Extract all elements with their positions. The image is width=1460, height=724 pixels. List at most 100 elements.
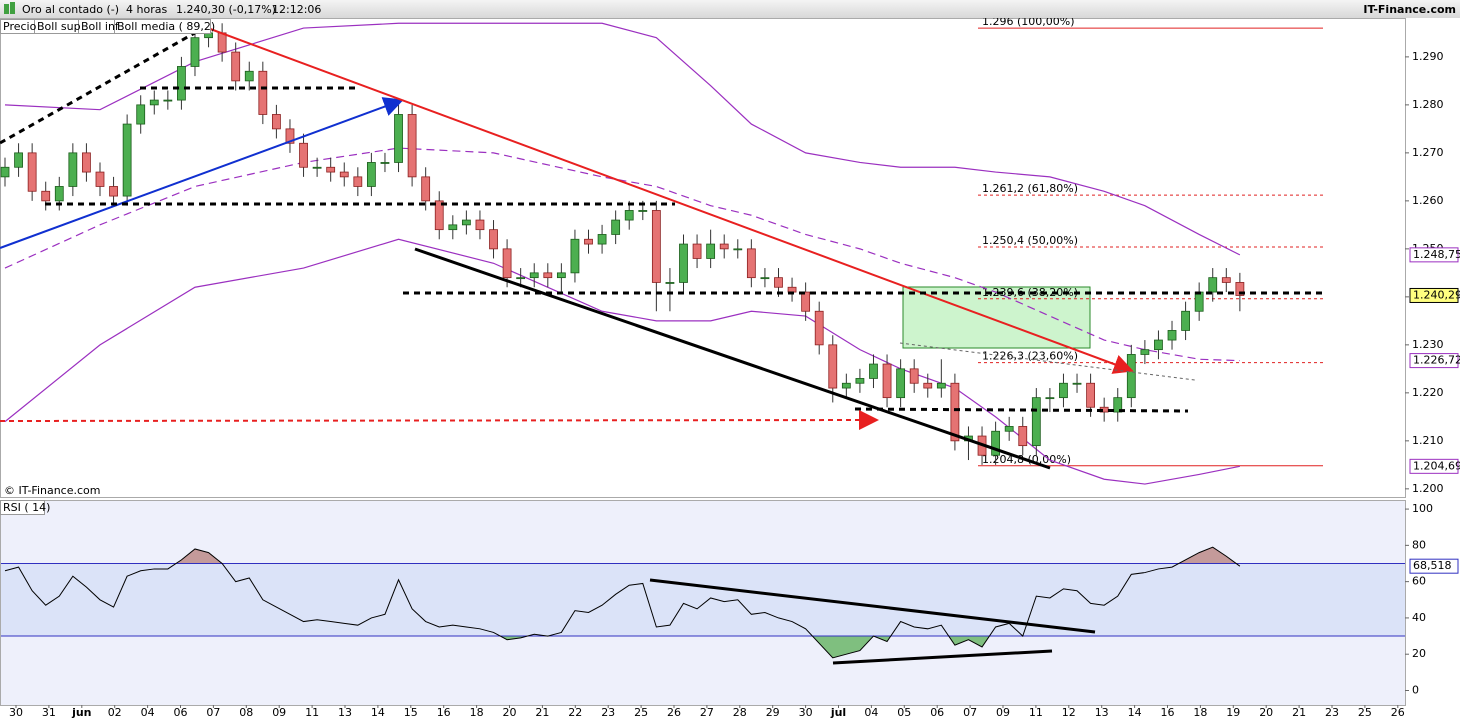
candle-body xyxy=(923,382,933,389)
candle-body xyxy=(231,51,241,82)
candle-body xyxy=(651,210,661,283)
candle-body xyxy=(339,171,349,178)
y-tick-label: 1.210 xyxy=(1412,434,1444,447)
candle-body xyxy=(285,128,295,144)
price-tag-label: 1.248,75 xyxy=(1413,248,1460,261)
candle-body xyxy=(869,363,878,379)
candle-body xyxy=(801,291,811,312)
x-tick-label: 30 xyxy=(799,706,813,719)
candle-body xyxy=(502,248,512,279)
candle-body xyxy=(1208,277,1218,293)
y-tick-label: 1.270 xyxy=(1412,146,1444,159)
y-tick-label: 1.290 xyxy=(1412,50,1444,63)
rsi-trend-line xyxy=(649,578,1096,634)
x-tick-label: 14 xyxy=(371,706,385,719)
candle-body xyxy=(380,162,390,164)
candle-body xyxy=(82,152,91,173)
candle-body xyxy=(1154,339,1163,351)
candle-body xyxy=(719,243,729,250)
rsi-trend-line xyxy=(832,649,1053,665)
candle-body xyxy=(244,70,254,82)
candle-body xyxy=(421,176,431,202)
legend: Precio Boll sup Boll inf Boll media ( 89… xyxy=(0,19,215,515)
trend-line xyxy=(0,28,201,145)
candle-body xyxy=(665,282,675,284)
candle-body xyxy=(475,219,485,231)
x-tick-label: 25 xyxy=(1358,706,1372,719)
price-tag-label: 68,518 xyxy=(1413,559,1452,572)
candle-body xyxy=(448,224,458,231)
candle-body xyxy=(1181,310,1190,331)
candle-body xyxy=(353,176,363,187)
fib-label: 1.296 (100,00%) xyxy=(982,15,1075,28)
x-tick-label: 13 xyxy=(338,706,352,719)
candle-body xyxy=(1194,291,1204,312)
candle-body xyxy=(27,152,37,192)
candle-body xyxy=(529,272,539,279)
price-tag-label: 1.204,69 xyxy=(1413,459,1460,472)
x-tick-label: 30 xyxy=(9,706,23,719)
candle-body xyxy=(434,200,444,231)
candle-body xyxy=(461,219,471,226)
candle-body xyxy=(0,166,10,178)
y-tick-label: 60 xyxy=(1412,575,1426,588)
candle-body xyxy=(584,238,593,245)
candle-body xyxy=(271,114,281,130)
x-tick-label: 23 xyxy=(601,706,615,719)
instrument: Oro al contado (-) xyxy=(22,3,119,16)
legend-label: Boll media ( 89,2) xyxy=(117,20,215,33)
candle-body xyxy=(177,66,186,101)
watermark: © IT-Finance.com xyxy=(4,484,101,497)
candle-body xyxy=(1004,426,1014,432)
rsi-title: RSI ( 14) xyxy=(3,501,50,514)
candle-body xyxy=(882,363,892,399)
x-tick-label: 06 xyxy=(174,706,188,719)
candle-body xyxy=(787,286,797,293)
x-tick-label: 23 xyxy=(1325,706,1339,719)
candle-body xyxy=(41,190,51,202)
y-tick-label: 40 xyxy=(1412,611,1426,624)
candle-body xyxy=(1031,397,1041,447)
price-tag-label: 1.226,72 xyxy=(1413,354,1460,367)
x-tick-label: 26 xyxy=(1391,706,1405,719)
candle-body xyxy=(516,277,526,280)
candle-body xyxy=(136,104,146,125)
band-line xyxy=(4,22,1241,256)
legend-item xyxy=(114,19,211,34)
candle-body xyxy=(109,186,118,197)
candle-body xyxy=(828,344,838,389)
brand: IT-Finance.com xyxy=(1363,3,1456,16)
price-tag xyxy=(1409,247,1459,263)
fib-label: 1.226,3 (23,60%) xyxy=(982,350,1078,363)
timeframe: 4 horas xyxy=(126,3,167,16)
x-tick-label: jul xyxy=(830,706,846,719)
candle-body xyxy=(1126,354,1136,399)
x-tick-label: 06 xyxy=(930,706,944,719)
candle-body xyxy=(692,243,702,259)
candle-body xyxy=(896,368,906,399)
candle-body xyxy=(1221,277,1231,283)
x-tick-label: 13 xyxy=(1095,706,1109,719)
candle-body xyxy=(760,277,770,280)
price-tag xyxy=(1409,458,1459,474)
legend-label: Boll inf xyxy=(81,20,120,33)
price-tag xyxy=(1409,287,1459,303)
x-tick-label: 26 xyxy=(667,706,681,719)
y-tick-label: 100 xyxy=(1412,502,1433,515)
x-tick-label: 09 xyxy=(996,706,1010,719)
candle-body xyxy=(54,186,64,202)
clock: 12:12:06 xyxy=(272,3,321,16)
x-tick-label: 20 xyxy=(503,706,517,719)
header-bar xyxy=(0,0,1460,18)
candle-body xyxy=(163,99,173,102)
y-tick-label: 1.220 xyxy=(1412,386,1444,399)
x-tick-label: 22 xyxy=(568,706,582,719)
x-tick-label: 09 xyxy=(272,706,286,719)
legend-label: Boll sup xyxy=(37,20,81,33)
candle-body xyxy=(1072,382,1082,385)
arrow-line xyxy=(0,410,879,431)
y-tick-label: 1.230 xyxy=(1412,338,1444,351)
trend-line xyxy=(204,26,1134,374)
legend-label: Precio xyxy=(3,20,37,33)
